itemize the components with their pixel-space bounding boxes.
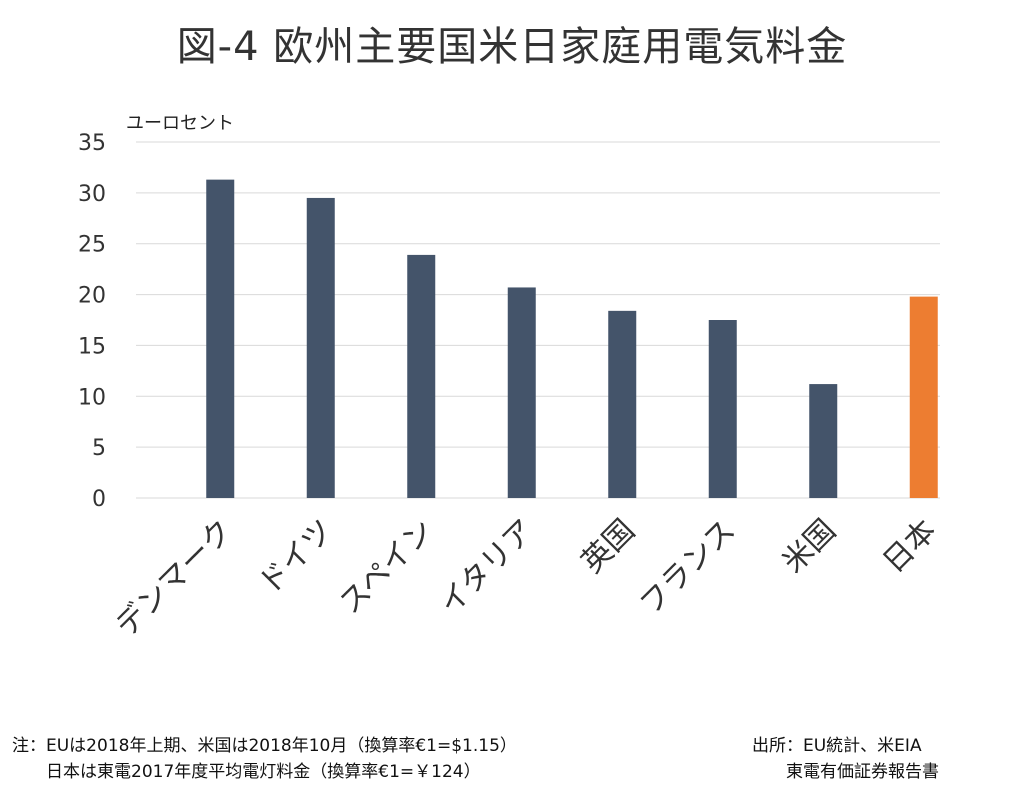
x-tick-label-3: スペイン xyxy=(333,513,441,621)
bar-3 xyxy=(407,254,436,498)
y-tick-label-20: 20 xyxy=(78,284,106,309)
x-tick-label-5: 英国 xyxy=(575,513,642,580)
x-tick-label-8: 日本 xyxy=(876,513,943,580)
y-unit-label: ユーロセント xyxy=(126,113,234,134)
bar-2 xyxy=(306,197,335,498)
bar-6 xyxy=(708,320,737,498)
bars xyxy=(206,179,938,499)
x-tick-label-2: ドイツ xyxy=(252,513,340,601)
y-tick-label-10: 10 xyxy=(78,385,106,410)
y-axis-ticks: 0 5 10 15 20 25 30 35 xyxy=(78,131,106,512)
y-tick-label-35: 35 xyxy=(78,131,106,156)
gridlines xyxy=(136,141,940,499)
x-tick-label-7: 米国 xyxy=(776,513,843,580)
footnote-left: 注：EUは2018年上期、米国は2018年10月（換算率€1=$1.15） 日本… xyxy=(12,733,517,785)
footnote-line-1: 注：EUは2018年上期、米国は2018年10月（換算率€1=$1.15） xyxy=(12,736,517,756)
x-tick-label-6: フランス xyxy=(633,513,742,622)
chart-title: 図-4 欧州主要国米日家庭用電気料金 xyxy=(176,24,848,70)
bar-8 xyxy=(909,296,938,498)
x-tick-label-1: デンマーク xyxy=(109,513,240,644)
x-tick-label-4: イタリア xyxy=(433,513,542,622)
source-note: 出所：EU統計、米EIA 東電有価証券報告書 xyxy=(752,733,939,785)
bar-4 xyxy=(507,287,536,498)
source-line-2: 東電有価証券報告書 xyxy=(752,762,939,782)
y-tick-label-30: 30 xyxy=(78,182,106,207)
bar-5 xyxy=(608,310,637,498)
y-tick-label-5: 5 xyxy=(92,436,106,461)
bar-1 xyxy=(206,179,235,499)
footnote-line-2: 日本は東電2017年度平均電灯料金（換算率€1=￥124） xyxy=(12,762,481,782)
y-tick-label-15: 15 xyxy=(78,334,106,359)
y-tick-label-0: 0 xyxy=(92,487,106,512)
y-tick-label-25: 25 xyxy=(78,233,106,258)
bar-7 xyxy=(809,384,838,498)
source-line-1: 出所：EU統計、米EIA xyxy=(752,736,922,756)
